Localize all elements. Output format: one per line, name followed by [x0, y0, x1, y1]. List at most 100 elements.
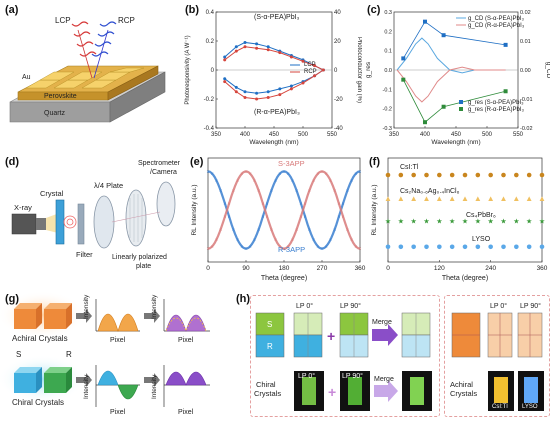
- h-lp0-1: LP 0°: [296, 303, 314, 310]
- chart-b-point: [255, 97, 259, 101]
- chart-f-xtick-label: 360: [537, 265, 548, 272]
- chart-c-legend-2: g_CD (R-α-PEA)PbI₃: [468, 23, 525, 29]
- chart-e-point: ×: [359, 247, 362, 253]
- svg-text:+: +: [328, 384, 336, 400]
- chart-b-point: [234, 45, 238, 49]
- chart-c-y2tick-label: -0.01: [520, 97, 533, 103]
- optical-setup-schematic: [11, 181, 176, 249]
- rcp-label: RCP: [118, 16, 135, 25]
- chart-f-point: [424, 244, 429, 250]
- chart-f-point: [462, 244, 468, 250]
- chart-e-point: ×: [253, 238, 256, 244]
- polarizer-label-1: Linearly polarized: [112, 254, 167, 261]
- chart-c-ytick-label: 0.3: [384, 10, 392, 16]
- chart-b-point: [278, 87, 282, 91]
- chart-c-gcd-curve: [396, 37, 506, 74]
- chart-c-gres-line: [402, 79, 506, 123]
- chart-e-point: ×: [232, 189, 235, 195]
- chart-b-y2tick-label: 20: [334, 39, 341, 45]
- chart-f-ylabel: RL Intensity (a.u.): [371, 184, 378, 235]
- h-achiral-1: Achiral: [450, 380, 473, 389]
- chart-f-point: [424, 172, 429, 178]
- chart-e-point: ×: [291, 238, 294, 244]
- g-intensity-4: Intensity: [151, 374, 158, 399]
- chart-b-xtick-label: 500: [298, 132, 309, 138]
- chart-e-point: ×: [304, 201, 307, 207]
- chart-c-y2tick-label: 0.00: [520, 68, 531, 74]
- chart-b-point: [289, 55, 293, 59]
- chart-e-point: ×: [321, 169, 324, 175]
- chart-e-point: ×: [291, 178, 294, 184]
- chart-f-point: [488, 244, 493, 250]
- chart-b-y2tick-label: -40: [334, 126, 343, 132]
- chart-e-point: ×: [350, 238, 353, 244]
- chart-b-point: [255, 42, 259, 46]
- chart-e-point: ×: [274, 178, 277, 184]
- chart-c-gres-marker: [423, 19, 427, 24]
- chart-f-point: [488, 196, 494, 201]
- h-chiral-1: Chiral: [256, 380, 276, 389]
- chart-e-point: ×: [207, 169, 210, 175]
- h-r-label: R: [267, 342, 273, 351]
- chart-b-point: [243, 90, 247, 94]
- chart-e-point: ×: [354, 244, 357, 250]
- chart-b-series-line: [224, 69, 324, 94]
- chart-f-point: [526, 172, 532, 178]
- panel-label-g: (g): [5, 293, 20, 305]
- chart-f-point: [385, 244, 391, 250]
- chart-f-point: [539, 244, 545, 250]
- chart-c-gres-marker: [401, 77, 406, 82]
- chart-e-point: ×: [333, 227, 336, 233]
- chart-f-point: [475, 244, 481, 250]
- spectrometer-label: Spectrometer: [138, 160, 181, 167]
- chart-b-point: [234, 85, 238, 89]
- chart-e-point: ×: [283, 247, 286, 253]
- chart-f-point: [501, 244, 506, 250]
- panel-label-h: (h): [236, 293, 251, 305]
- chart-b-xtick-label: 350: [211, 132, 222, 138]
- g-intensity-1: Intensity: [83, 294, 90, 319]
- chart-f-point: [424, 196, 429, 201]
- chart-e-point: ×: [342, 201, 345, 207]
- panel-b: (b) 350 400 450 500 550 -0.4 -0.2 0 0.2 0.4 -40 -20…: [182, 0, 362, 150]
- panel-a: (a) LCP RCP Au Perovskite Quartz: [0, 0, 180, 140]
- rcp-helix-icon: [91, 21, 117, 57]
- panel-label-f: (f): [369, 156, 380, 168]
- chart-b-y2tick-label: 40: [334, 10, 341, 16]
- chart-e-point: ×: [274, 238, 277, 244]
- chart-e-point: ×: [253, 178, 256, 184]
- chart-c-xtick-label: 350: [389, 132, 400, 138]
- chart-f-point: [449, 196, 455, 201]
- chart-c-y2label: g_CD: [545, 62, 550, 79]
- chart-b-series-line: [224, 41, 324, 71]
- g-intensity-3: Intensity: [83, 374, 90, 399]
- chart-b-ytick-label: 0: [211, 68, 215, 74]
- crystal-icon: [55, 199, 65, 245]
- panel-label-b: (b): [185, 4, 200, 16]
- achiral-cubes-icon: [14, 303, 72, 329]
- chiral-schematic: [0, 291, 210, 407]
- chart-b-xtick-label: 550: [327, 132, 338, 138]
- chart-f-point: [398, 244, 404, 250]
- chart-e-xlabel: Theta (degree): [261, 275, 307, 282]
- chart-b-point: [243, 45, 247, 49]
- chart-e-point: ×: [223, 215, 226, 221]
- chart-c-gcd-curve: [396, 66, 506, 103]
- g-pixel-1: Pixel: [110, 337, 126, 344]
- chart-b-point: [266, 90, 270, 94]
- chart-c-gres-marker: [423, 120, 427, 125]
- chart-c-xtick-label: 550: [513, 132, 524, 138]
- chart-e-point: ×: [283, 169, 286, 175]
- chart-b-y2tick-label: 0: [334, 68, 338, 74]
- chart-e-point: ×: [329, 178, 332, 184]
- chart-f-point: ★: [526, 218, 532, 226]
- panel-label-e: (e): [190, 156, 204, 168]
- chart-b-point: [223, 77, 227, 81]
- chart-f-point: [385, 172, 391, 178]
- chart-c-ytick-label: -0.2: [383, 107, 392, 113]
- chart-e-point: ×: [304, 215, 307, 221]
- chart-e-point: ×: [236, 178, 239, 184]
- chart-f-point: [449, 244, 455, 250]
- quartz-label: Quartz: [44, 110, 66, 117]
- chart-e-point: ×: [325, 244, 328, 250]
